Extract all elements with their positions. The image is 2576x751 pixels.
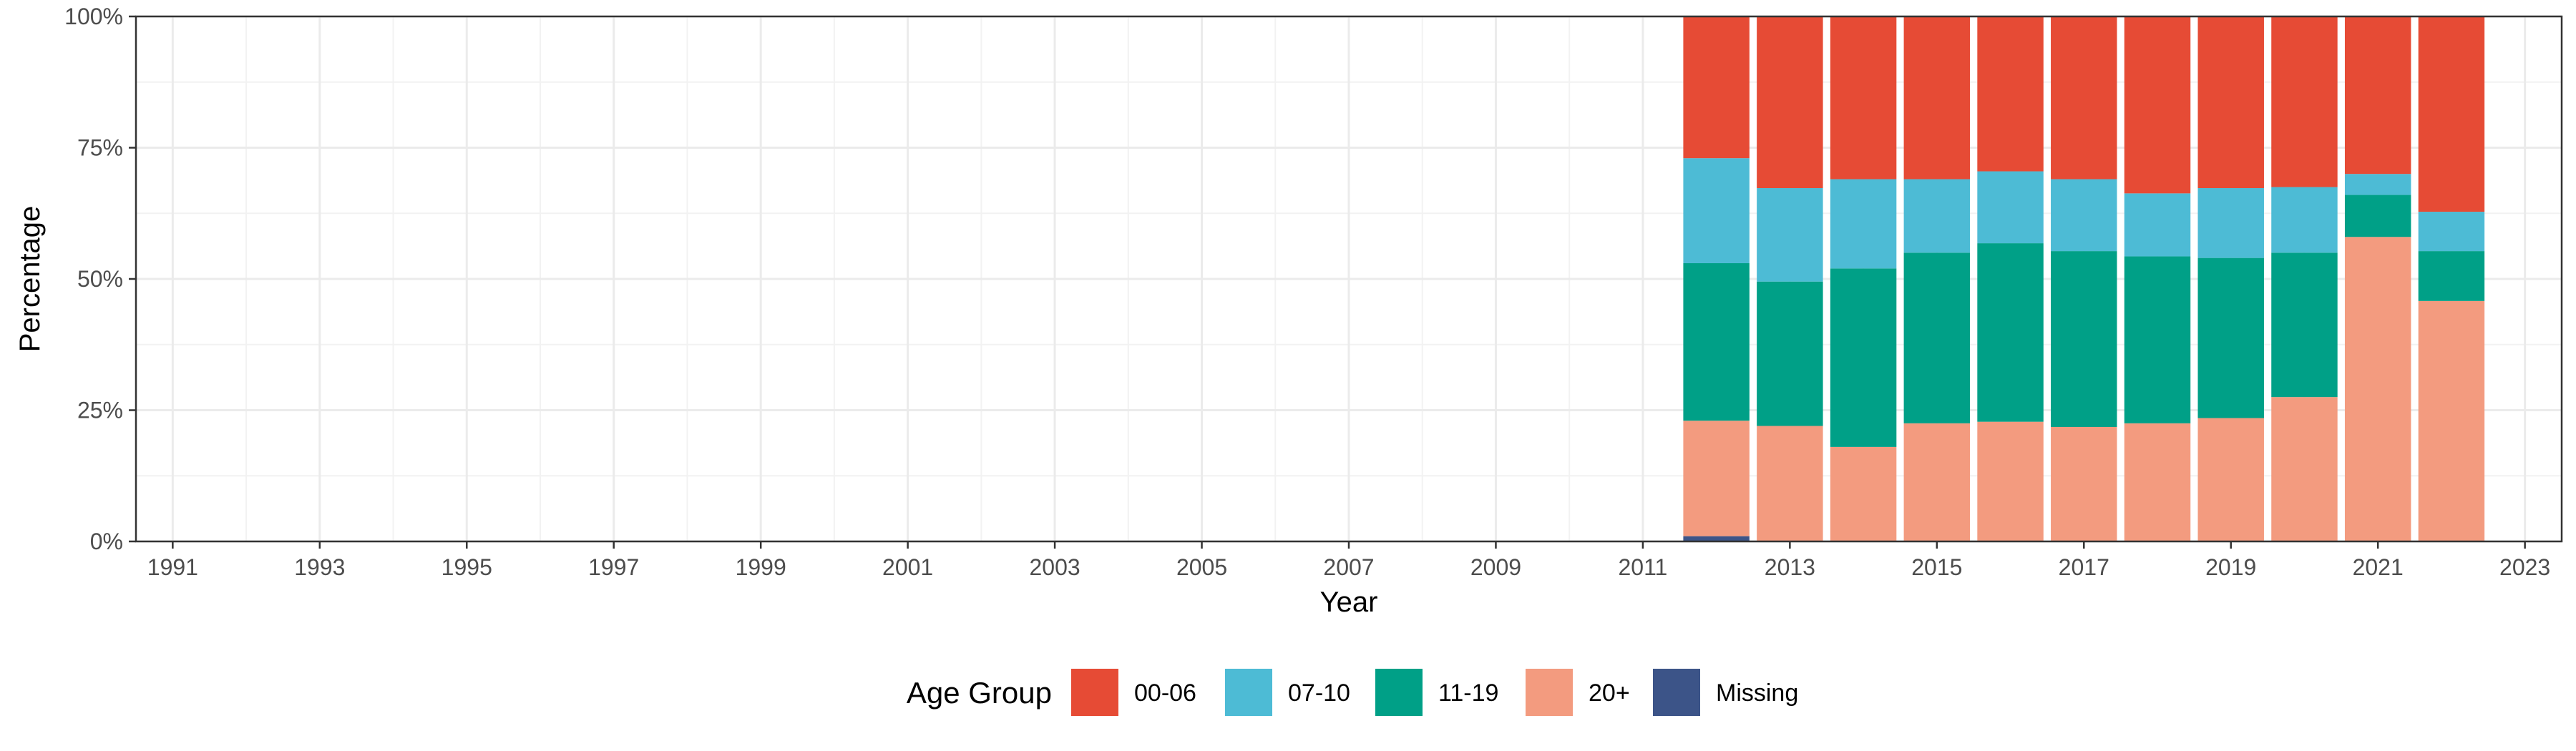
bars xyxy=(1683,16,2485,541)
legend-label: Missing xyxy=(1716,679,1798,707)
legend-swatch xyxy=(1526,669,1573,716)
legend-label: 11-19 xyxy=(1438,679,1498,707)
legend-label: 20+ xyxy=(1589,679,1630,707)
bar-segment xyxy=(2344,195,2411,237)
bar-segment xyxy=(2418,212,2485,252)
x-tick-label: 2023 xyxy=(2499,554,2550,580)
x-tick-label: 1991 xyxy=(147,554,198,580)
bar-segment xyxy=(1977,171,2044,244)
bar-segment xyxy=(1683,158,1750,263)
x-tick-label: 2015 xyxy=(1911,554,1962,580)
x-tick-label: 1993 xyxy=(294,554,345,580)
bar-segment xyxy=(1757,281,1823,426)
x-tick-label: 2017 xyxy=(2059,554,2109,580)
y-tick-label: 50% xyxy=(77,266,123,292)
legend: Age Group 00-06 07-10 11-19 20+ Missing xyxy=(907,669,1798,716)
bar-segment xyxy=(2418,300,2485,541)
bar-segment xyxy=(2197,188,2264,258)
bar-segment xyxy=(2124,423,2191,541)
x-tick-label: 2007 xyxy=(1323,554,1374,580)
bar-segment xyxy=(2418,16,2485,212)
y-tick-label: 0% xyxy=(90,529,123,554)
legend-label: 07-10 xyxy=(1288,679,1350,707)
bar-segment xyxy=(2197,257,2264,418)
bar-segment xyxy=(2271,16,2338,187)
legend-label: 00-06 xyxy=(1134,679,1196,707)
bar-segment xyxy=(2197,418,2264,541)
y-tick-label: 25% xyxy=(77,398,123,423)
bar-segment xyxy=(2051,251,2117,427)
x-tick-label: 1999 xyxy=(736,554,786,580)
bar-segment xyxy=(1757,426,1823,541)
x-tick-label: 2013 xyxy=(1765,554,1815,580)
bar-segment xyxy=(2344,174,2411,195)
bar-segment xyxy=(1683,421,1750,536)
x-tick-label: 2011 xyxy=(1619,554,1668,580)
bar-segment xyxy=(2271,397,2338,541)
legend-swatch xyxy=(1071,669,1118,716)
bar-segment xyxy=(1903,252,1971,423)
y-axis-title: Percentage xyxy=(14,206,46,353)
bar-segment xyxy=(2124,256,2191,423)
x-tick-label: 2005 xyxy=(1176,554,1227,580)
bar-segment xyxy=(2124,193,2191,257)
bar-segment xyxy=(1683,16,1750,159)
y-tick-label: 75% xyxy=(77,135,123,161)
bar-segment xyxy=(1903,179,1971,253)
bar-segment xyxy=(1977,16,2044,172)
bar-segment xyxy=(1977,421,2044,541)
bar-segment xyxy=(1830,179,1897,269)
bar-segment xyxy=(2197,16,2264,189)
bar-segment xyxy=(1977,243,2044,422)
bar-segment xyxy=(2124,16,2191,194)
bar-segment xyxy=(1757,188,1823,282)
bar-segment xyxy=(2271,187,2338,253)
legend-swatch xyxy=(1653,669,1700,716)
bar-segment xyxy=(2418,251,2485,301)
bar-segment xyxy=(1903,16,1971,180)
x-tick-label: 1995 xyxy=(441,554,492,580)
x-tick-label: 2001 xyxy=(882,554,933,580)
bar-segment xyxy=(1830,268,1897,447)
bar-segment xyxy=(1757,16,1823,189)
bar-segment xyxy=(1830,16,1897,180)
bar-segment xyxy=(1683,536,1750,541)
x-tick-label: 2003 xyxy=(1029,554,1080,580)
bar-segment xyxy=(1830,446,1897,541)
x-tick-label: 2019 xyxy=(2205,554,2256,580)
x-tick-label: 2021 xyxy=(2353,554,2404,580)
legend-swatch xyxy=(1225,669,1272,716)
bar-segment xyxy=(1903,423,1971,541)
bar-segment xyxy=(2051,179,2117,252)
bar-segment xyxy=(2051,16,2117,180)
x-axis-title: Year xyxy=(1320,586,1378,618)
bar-segment xyxy=(2051,426,2117,541)
y-axis: 0% 25% 50% 75% 100% xyxy=(64,4,136,554)
legend-swatch xyxy=(1375,669,1423,716)
x-tick-label: 2009 xyxy=(1470,554,1521,580)
x-tick-label: 1997 xyxy=(588,554,639,580)
x-axis: 1991 1993 1995 1997 1999 2001 2003 2005 2007 2009… xyxy=(147,541,2550,580)
bar-segment xyxy=(2344,237,2411,541)
bar-segment xyxy=(2344,16,2411,175)
bar-segment xyxy=(2271,252,2338,398)
y-tick-label: 100% xyxy=(64,4,123,29)
legend-title: Age Group xyxy=(907,676,1052,710)
bar-segment xyxy=(1683,262,1750,421)
